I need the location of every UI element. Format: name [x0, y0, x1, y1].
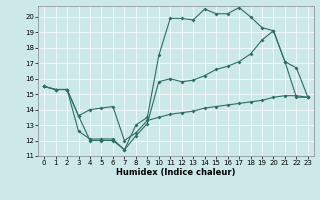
X-axis label: Humidex (Indice chaleur): Humidex (Indice chaleur) [116, 168, 236, 177]
